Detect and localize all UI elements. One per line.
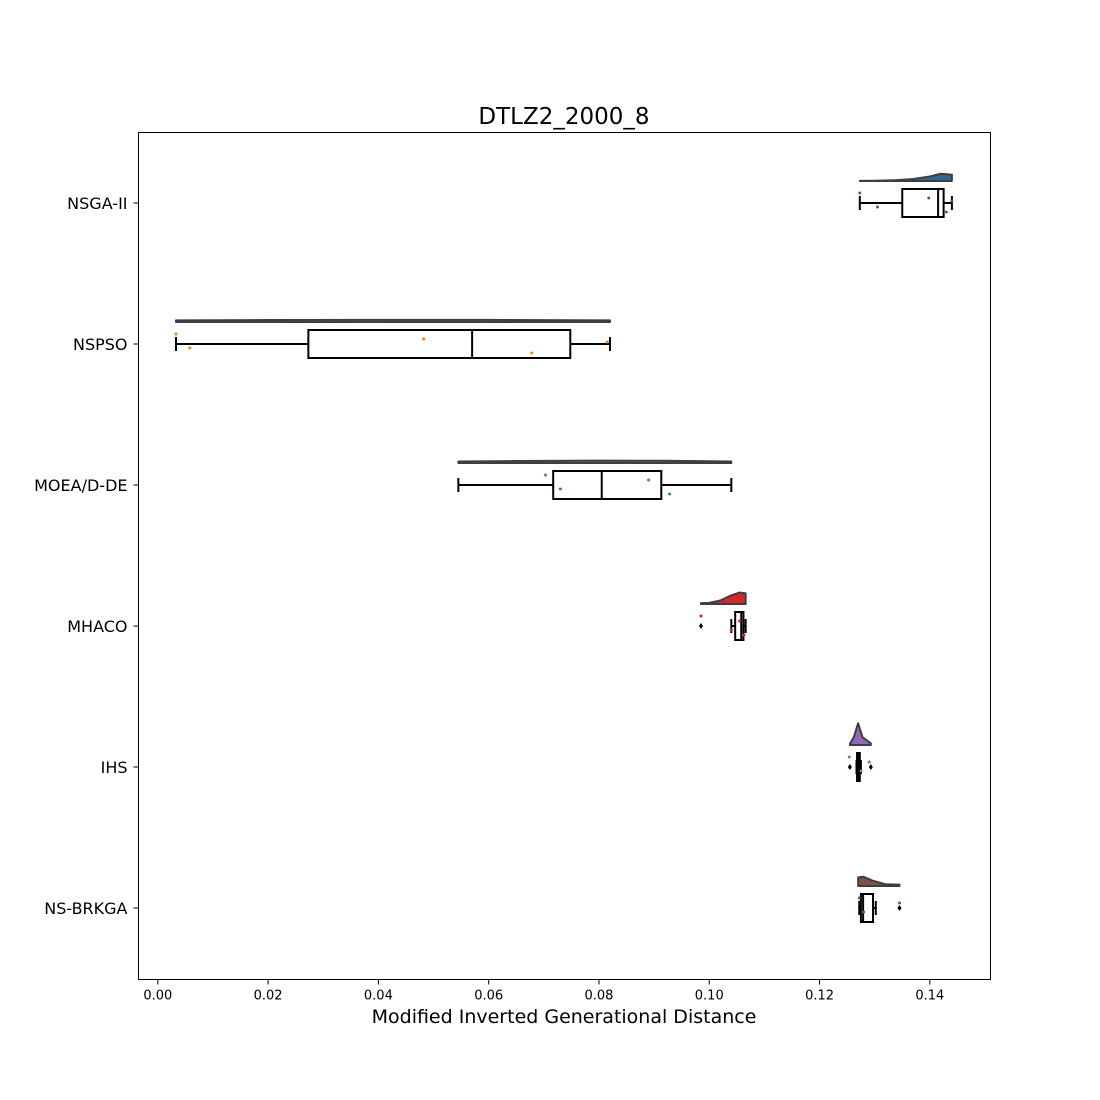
rain-point [944, 210, 948, 214]
outlier-point [698, 623, 703, 629]
x-tick-label: 0.10 [695, 989, 724, 1004]
series-ihs [847, 722, 873, 782]
x-tick-label: 0.08 [584, 989, 613, 1004]
rain-point [543, 473, 547, 477]
y-tick-label: MOEA/D-DE [34, 476, 127, 495]
x-tick-label: 0.00 [143, 989, 172, 1004]
series-nspso [174, 318, 611, 359]
x-tick-label: 0.02 [254, 989, 283, 1004]
y-tick-label: NSGA-II [67, 194, 127, 213]
rain-point [422, 337, 426, 341]
x-axis-title: Modified Inverted Generational Distance [372, 1006, 757, 1028]
y-tick-label: MHACO [67, 617, 127, 636]
rain-point [859, 769, 863, 773]
rain-point [699, 614, 703, 618]
violin-shape [848, 722, 872, 746]
series-layer [174, 172, 954, 923]
y-tick-label: NS-BRKGA [44, 899, 127, 918]
rain-point [668, 492, 672, 496]
rain-point [875, 205, 879, 209]
series-nsga-ii [858, 172, 954, 218]
plot-area-frame [138, 132, 991, 980]
violin-shape [457, 459, 733, 464]
box [552, 470, 663, 500]
outlier-point [868, 764, 873, 770]
rain-point [847, 755, 851, 759]
rain-point [867, 760, 871, 764]
x-tick-label: 0.12 [805, 989, 834, 1004]
rain-point [605, 340, 609, 344]
rain-point [862, 910, 866, 914]
rain-point [927, 196, 931, 200]
series-moea-d-de [457, 459, 733, 500]
outlier-point [847, 764, 852, 770]
y-axis: NSGA-II NSPSO MOEA/D-DE MHACO IHS NS-BRKGA [34, 194, 139, 918]
violin-shape [858, 172, 953, 182]
y-tick-label: IHS [101, 758, 128, 777]
violin-shape [857, 875, 901, 887]
rain-point [950, 199, 954, 203]
rain-point [188, 346, 192, 350]
series-mhaco [698, 591, 747, 641]
rain-point [729, 628, 733, 632]
rain-point [558, 487, 562, 491]
x-axis: 0.00 0.02 0.04 0.06 0.08 0.10 0.12 0.14 [143, 979, 944, 1004]
rain-point [174, 332, 178, 336]
chart-title: DTLZ2_2000_8 [478, 104, 649, 130]
outlier-point [897, 905, 902, 911]
series-ns-brkga [857, 875, 902, 923]
rain-point [738, 619, 742, 623]
rain-point [857, 896, 861, 900]
x-tick-label: 0.14 [915, 989, 944, 1004]
rain-point [742, 633, 746, 637]
violin-shape [174, 318, 611, 323]
y-tick-label: NSPSO [73, 335, 128, 354]
box [307, 329, 572, 359]
box [901, 188, 945, 218]
violin-shape [699, 591, 747, 605]
x-tick-label: 0.06 [474, 989, 503, 1004]
rain-point [898, 901, 902, 905]
rain-point [530, 351, 534, 355]
x-tick-label: 0.04 [364, 989, 393, 1004]
box [734, 611, 745, 641]
rain-point [858, 191, 862, 195]
rain-point [647, 478, 651, 482]
